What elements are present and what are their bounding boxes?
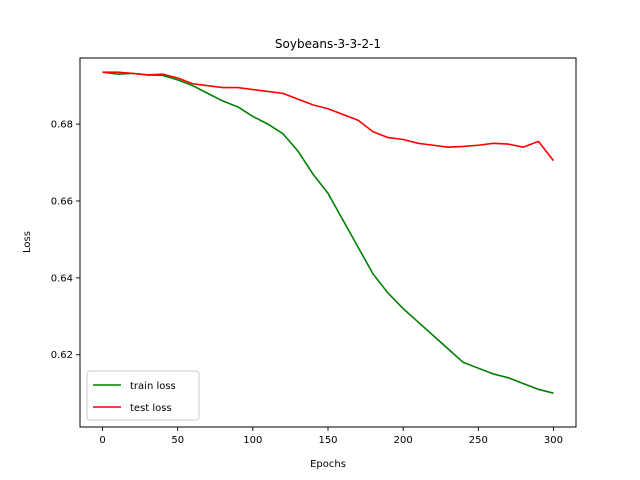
x-axis: 0 50 100 150 200 250 300 [99, 427, 563, 446]
y-tick-label: 0.68 [51, 120, 73, 131]
series-layer [102, 71, 555, 394]
series-line-test [102, 71, 555, 162]
x-tick-label: 200 [394, 435, 413, 446]
y-tick-label: 0.64 [51, 273, 73, 284]
x-tick-label: 150 [318, 435, 337, 446]
y-tick-label: 0.62 [51, 350, 73, 361]
legend-label-test: test loss [130, 403, 172, 414]
y-axis: 0.62 0.64 0.66 0.68 [51, 120, 80, 361]
y-tick-label: 0.66 [51, 196, 73, 207]
x-tick-label: 0 [99, 435, 105, 446]
legend-label-train: train loss [130, 381, 176, 392]
x-tick-label: 250 [469, 435, 488, 446]
x-tick-label: 100 [243, 435, 262, 446]
x-tick-label: 50 [171, 435, 184, 446]
x-tick-label: 300 [544, 435, 563, 446]
series-line-train [102, 71, 554, 394]
chart-title: Soybeans-3-3-2-1 [275, 37, 381, 51]
y-axis-label: Loss [22, 231, 33, 253]
legend: train loss test loss [86, 370, 200, 421]
plot-area [102, 71, 555, 394]
x-axis-label: Epochs [310, 459, 346, 470]
